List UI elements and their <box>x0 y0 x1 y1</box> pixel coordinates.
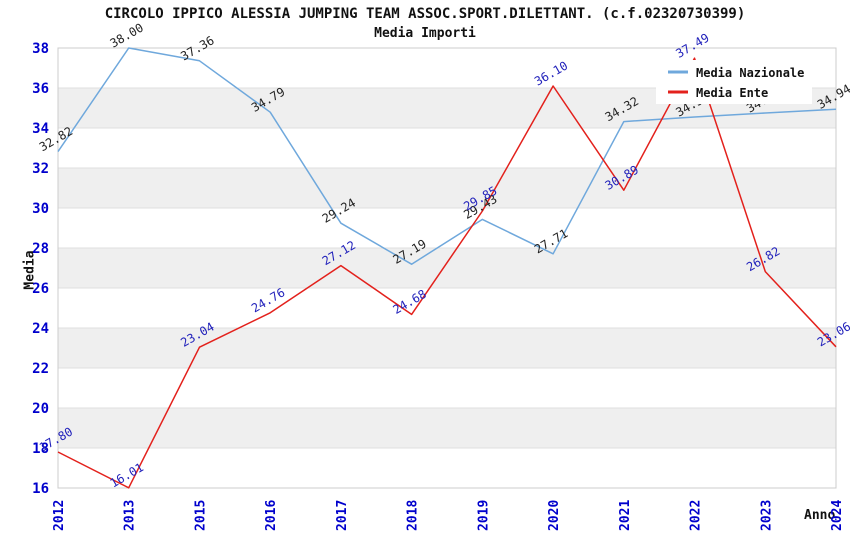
grid-band <box>58 328 836 368</box>
chart-subtitle: Media Importi <box>374 26 476 41</box>
x-tick-label: 2024 <box>830 500 845 531</box>
x-tick-label: 2012 <box>52 500 67 531</box>
x-tick-label: 2019 <box>476 500 491 531</box>
x-tick-label: 2015 <box>193 500 208 531</box>
grid-band <box>58 248 836 288</box>
grid-band <box>58 168 836 208</box>
x-tick-label: 2018 <box>406 500 421 531</box>
data-label-ente: 36.10 <box>532 58 570 88</box>
y-tick-label: 28 <box>32 241 49 257</box>
grid-band <box>58 408 836 448</box>
y-tick-label: 22 <box>32 361 49 377</box>
data-label-ente: 37.49 <box>673 31 711 61</box>
y-tick-label: 16 <box>32 481 49 497</box>
x-tick-label: 2016 <box>264 500 279 531</box>
y-tick-label: 20 <box>32 401 49 417</box>
x-axis-label: Anno <box>804 508 836 523</box>
data-label-ente: 24.76 <box>249 285 287 315</box>
media-nazionale-line <box>57 47 837 265</box>
y-tick-label: 36 <box>32 81 49 97</box>
data-label-nazionale: 38.00 <box>108 20 146 50</box>
y-tick-label: 38 <box>32 41 49 57</box>
data-label-ente: 17.80 <box>37 424 75 454</box>
data-label-ente: 16.01 <box>108 460 146 490</box>
x-tick-label: 2021 <box>618 500 633 531</box>
y-tick-label: 32 <box>32 161 49 177</box>
y-tick-label: 26 <box>32 281 49 297</box>
x-tick-label: 2023 <box>759 500 774 531</box>
y-tick-label: 34 <box>32 121 49 137</box>
x-tick-label: 2013 <box>123 500 138 531</box>
data-label-nazionale: 37.36 <box>178 33 216 63</box>
legend-box <box>656 60 812 104</box>
legend-label-ente: Media Ente <box>696 86 768 100</box>
chart-title: CIRCOLO IPPICO ALESSIA JUMPING TEAM ASSO… <box>104 6 746 22</box>
plot-border <box>57 47 837 489</box>
x-tick-label: 2020 <box>547 500 562 531</box>
y-tick-label: 24 <box>32 321 49 337</box>
y-tick-label: 18 <box>32 441 49 457</box>
x-tick-label: 2022 <box>689 500 704 531</box>
x-tick-label: 2017 <box>335 500 350 531</box>
legend-label-nazionale: Media Nazionale <box>696 66 804 80</box>
y-tick-label: 30 <box>32 201 49 217</box>
